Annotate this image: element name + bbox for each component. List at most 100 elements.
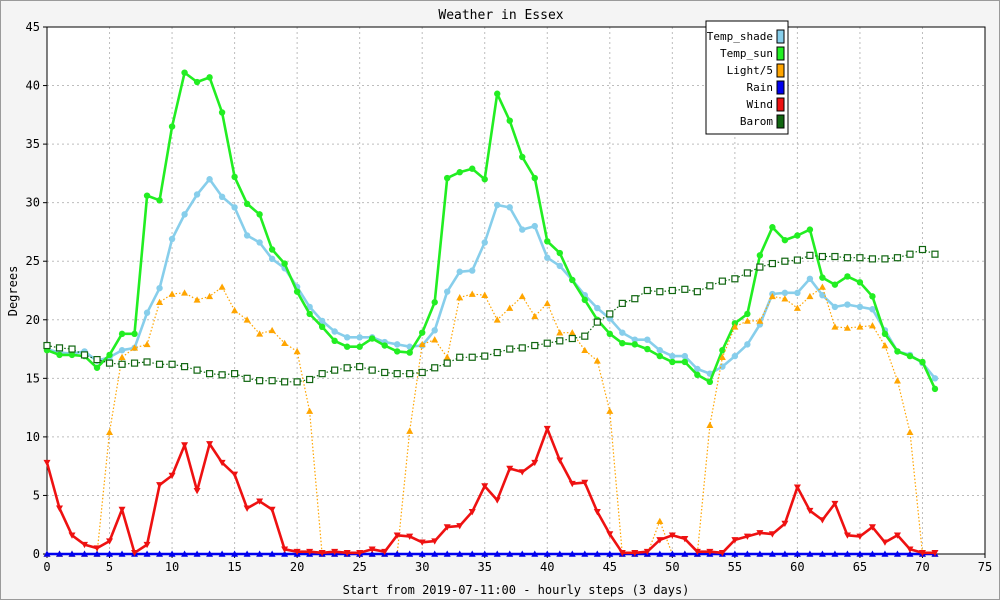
- data-point-temp-shade: [669, 352, 676, 360]
- data-point-rain: [556, 550, 564, 557]
- data-point-wind: [618, 550, 626, 557]
- y-tick-label: 35: [26, 137, 40, 151]
- data-point-barom: [768, 259, 776, 268]
- data-point-temp-sun: [744, 310, 751, 318]
- data-point-light-5: [768, 292, 776, 300]
- data-point-barom: [781, 257, 789, 265]
- data-point-rain: [843, 550, 851, 557]
- data-point-rain: [481, 550, 489, 557]
- data-point-wind: [481, 483, 489, 490]
- data-point-rain: [781, 550, 789, 557]
- data-point-light-5: [506, 304, 514, 311]
- data-point-wind: [368, 546, 376, 553]
- data-point-rain: [281, 550, 289, 557]
- data-point-barom: [743, 269, 751, 277]
- data-point-temp-shade: [494, 201, 501, 209]
- data-point-temp-sun: [93, 364, 101, 371]
- data-point-barom: [843, 254, 852, 262]
- data-point-temp-sun: [719, 347, 726, 354]
- data-point-temp-shade: [831, 303, 839, 311]
- data-point-light-5: [268, 326, 276, 334]
- data-point-temp-sun: [581, 296, 588, 304]
- data-point-temp-sun: [206, 74, 213, 81]
- series-wind: [43, 425, 939, 557]
- grid: [47, 27, 985, 554]
- y-tick-label: 5: [33, 488, 40, 502]
- data-point-temp-shade: [218, 193, 226, 201]
- data-point-barom: [556, 337, 564, 345]
- data-point-barom: [693, 288, 701, 296]
- data-point-temp-sun: [143, 192, 151, 199]
- data-point-wind: [581, 479, 589, 487]
- data-point-rain: [431, 550, 439, 557]
- data-point-temp-sun: [831, 281, 839, 288]
- data-point-temp-sun: [856, 279, 864, 286]
- data-point-temp-sun: [368, 335, 376, 342]
- data-point-temp-sun: [68, 351, 76, 359]
- data-point-light-5: [793, 304, 801, 311]
- data-point-temp-sun: [644, 345, 651, 353]
- data-point-temp-sun: [631, 341, 639, 348]
- data-point-temp-shade: [681, 352, 689, 360]
- data-point-temp-sun: [131, 330, 138, 338]
- data-point-barom: [793, 256, 802, 264]
- data-point-temp-sun: [218, 109, 226, 116]
- x-tick-label: 60: [790, 560, 804, 574]
- data-point-wind: [831, 500, 839, 508]
- legend-swatch-temp-shade: [776, 29, 785, 44]
- data-point-barom: [481, 352, 489, 360]
- data-point-barom: [568, 334, 576, 343]
- data-point-wind: [43, 459, 51, 467]
- data-point-wind: [168, 472, 176, 480]
- y-tick-label: 45: [26, 20, 40, 34]
- data-point-wind: [356, 550, 364, 557]
- data-point-wind: [143, 541, 151, 549]
- data-point-temp-sun: [906, 352, 914, 360]
- data-point-barom: [543, 339, 551, 347]
- data-point-rain: [181, 550, 189, 557]
- data-point-temp-shade: [206, 176, 213, 183]
- data-point-wind: [456, 523, 464, 530]
- y-tick-label: 10: [26, 430, 40, 444]
- data-point-temp-sun: [406, 349, 413, 356]
- data-point-temp-shade: [231, 204, 238, 211]
- data-point-temp-sun: [569, 276, 576, 284]
- data-point-wind: [181, 442, 189, 449]
- data-point-temp-sun: [156, 197, 163, 204]
- y-tick-label: 40: [26, 79, 40, 93]
- data-point-temp-shade: [318, 317, 326, 325]
- data-point-wind: [93, 545, 101, 552]
- data-point-barom: [93, 355, 101, 364]
- data-point-temp-shade: [744, 341, 751, 348]
- legend-label-barom: Barom: [740, 115, 773, 128]
- data-point-temp-shade: [794, 289, 801, 297]
- data-point-rain: [743, 550, 751, 557]
- data-point-wind: [243, 505, 251, 512]
- data-point-temp-shade: [481, 239, 488, 246]
- data-point-temp-sun: [381, 342, 388, 349]
- data-point-barom: [681, 285, 689, 293]
- x-tick-label: 0: [43, 560, 50, 574]
- data-point-barom: [381, 368, 389, 377]
- data-point-wind: [81, 541, 89, 549]
- data-point-rain: [881, 550, 889, 557]
- x-tick-label: 65: [853, 560, 867, 574]
- y-tick-label: 20: [26, 313, 40, 327]
- data-point-temp-shade: [731, 352, 739, 360]
- data-point-barom: [868, 255, 877, 263]
- x-tick-label: 5: [106, 560, 113, 574]
- data-point-wind: [418, 539, 426, 546]
- data-point-temp-sun: [919, 358, 926, 366]
- data-point-light-5: [481, 291, 489, 298]
- data-point-wind: [118, 506, 126, 513]
- data-point-barom: [593, 318, 601, 326]
- data-point-temp-sun: [256, 211, 263, 218]
- data-point-rain: [393, 550, 401, 557]
- data-point-rain: [806, 550, 814, 557]
- data-point-wind: [193, 487, 201, 495]
- data-point-temp-shade: [181, 211, 188, 218]
- data-point-wind: [131, 550, 139, 557]
- data-point-temp-sun: [794, 232, 801, 239]
- data-point-light-5: [606, 407, 614, 414]
- data-point-light-5: [893, 377, 901, 384]
